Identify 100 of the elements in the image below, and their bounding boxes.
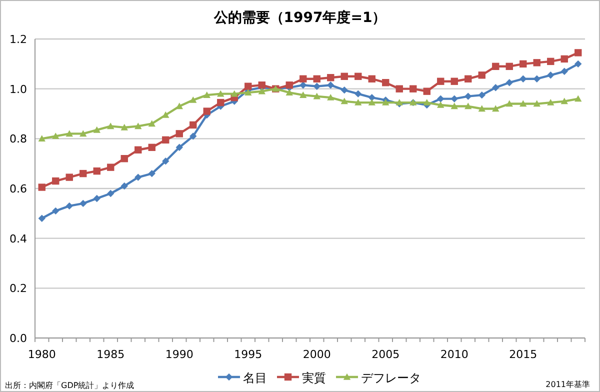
point [547, 58, 554, 66]
x-tick-label: 2000 [302, 348, 331, 361]
point [52, 177, 60, 185]
legend-label: 名目 [243, 371, 267, 385]
point [93, 167, 100, 175]
point [368, 98, 376, 106]
point [533, 100, 540, 107]
point [327, 74, 334, 82]
point [547, 98, 554, 106]
point [327, 81, 334, 89]
chart-title: 公的需要（1997年度=1） [212, 9, 386, 26]
y-tick-label: 0.6 [10, 182, 27, 196]
point [533, 59, 540, 66]
point [313, 75, 320, 82]
point [80, 200, 87, 208]
point [162, 157, 170, 165]
point [134, 174, 142, 181]
point [134, 122, 142, 130]
point [354, 90, 362, 98]
point [80, 170, 87, 178]
point [203, 108, 210, 115]
point [286, 81, 293, 89]
point [574, 49, 582, 56]
point [120, 182, 128, 190]
point [162, 136, 170, 144]
point [217, 98, 224, 106]
point [437, 95, 444, 102]
point [66, 202, 73, 210]
legend-label: 実質 [302, 371, 326, 385]
point [52, 132, 60, 140]
point [533, 75, 540, 82]
point [286, 88, 293, 96]
point [478, 72, 486, 79]
point [574, 95, 582, 102]
x-tick-label: 1990 [165, 348, 194, 361]
point [107, 122, 114, 130]
point [120, 124, 128, 130]
point [340, 98, 348, 104]
point [134, 146, 142, 154]
point [450, 78, 458, 85]
point [148, 120, 156, 127]
point [547, 72, 554, 79]
point [313, 92, 320, 100]
point [478, 105, 486, 112]
point [217, 90, 224, 97]
point [52, 207, 60, 215]
point [244, 82, 252, 90]
point [120, 155, 128, 162]
point [340, 72, 348, 80]
point [450, 102, 458, 110]
point [368, 94, 376, 102]
point [354, 72, 362, 80]
text: 出所：内閣府「GDP統計」より作成 [5, 381, 134, 390]
point [423, 98, 430, 106]
point [313, 82, 320, 90]
point [190, 132, 197, 140]
point [478, 91, 486, 99]
point [340, 86, 348, 94]
point [300, 91, 307, 98]
point [382, 98, 390, 106]
x-tick-label: 2005 [372, 348, 400, 361]
y-tick-label: 0.4 [10, 232, 27, 246]
point [66, 130, 73, 137]
point [300, 75, 307, 82]
point [423, 88, 430, 95]
point [520, 100, 527, 107]
x-tick-label: 1980 [28, 348, 56, 361]
point [300, 81, 307, 89]
point [506, 62, 513, 70]
point [93, 194, 100, 202]
point [327, 94, 334, 100]
point [574, 60, 582, 68]
point [148, 170, 156, 178]
point [176, 130, 183, 138]
y-tick-label: 1.2 [10, 33, 27, 46]
point [230, 90, 238, 97]
point [93, 126, 100, 133]
point [560, 55, 568, 63]
point [382, 79, 390, 86]
point [176, 102, 183, 110]
point [258, 81, 266, 89]
point [107, 190, 114, 198]
point [354, 98, 362, 106]
point [437, 101, 444, 108]
point [492, 62, 500, 70]
point [396, 85, 403, 92]
point [107, 164, 114, 171]
x-tick-label: 2010 [440, 348, 468, 361]
y-tick-label: 1.0 [10, 82, 27, 96]
point [203, 91, 210, 98]
point [38, 214, 46, 222]
point [464, 102, 472, 110]
point [38, 184, 46, 191]
point [520, 75, 527, 82]
point [80, 130, 87, 137]
point [38, 135, 46, 142]
point [506, 100, 513, 107]
point [190, 121, 197, 129]
point [368, 75, 376, 82]
point [492, 84, 500, 92]
